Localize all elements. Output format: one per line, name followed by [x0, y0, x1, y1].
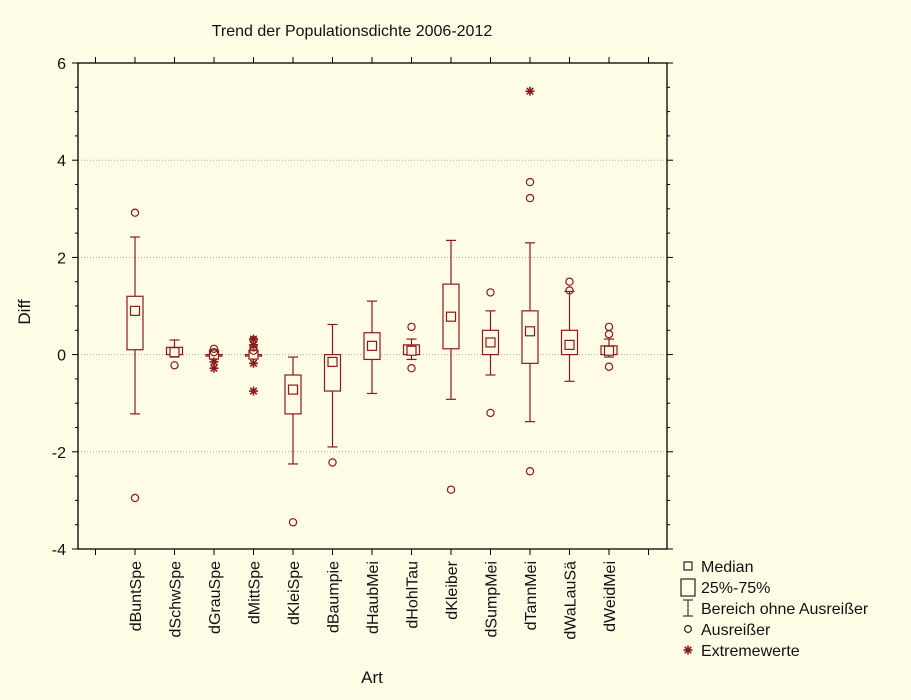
legend-label: Extremewerte — [701, 643, 800, 660]
outlier-point — [565, 286, 574, 295]
box-dBuntSpe — [126, 208, 144, 503]
legend-label: Median — [701, 559, 753, 576]
y-tick-label: -2 — [52, 445, 66, 462]
y-tick-label: 2 — [57, 250, 66, 267]
box-dHaubMei — [363, 300, 381, 395]
extreme-point — [249, 386, 258, 396]
box-dWaLauSä — [560, 277, 579, 382]
median-marker — [327, 356, 338, 367]
median-marker — [366, 340, 378, 351]
outlier-point — [209, 344, 219, 353]
legend-label: Bereich ohne Ausreißer — [701, 601, 869, 618]
legend-label: Ausreißer — [701, 622, 771, 639]
category-label: dMittSpe — [247, 561, 264, 624]
box-dKleiSpe — [284, 356, 302, 527]
category-label: dHohlTau — [405, 561, 422, 629]
legend-symbol-outlier — [684, 625, 692, 633]
category-label: dTannMei — [523, 561, 540, 630]
outlier-point — [525, 467, 535, 476]
box-dHohlTau — [402, 322, 421, 373]
outlier-point — [565, 277, 574, 286]
legend: Median 25%-75% Bereich ohne Ausreißer Ausre… — [680, 559, 869, 660]
legend-item: Median — [683, 559, 753, 576]
extreme-point — [249, 358, 258, 368]
legend-symbol-box — [680, 578, 696, 597]
outlier-point — [288, 518, 298, 527]
extreme-point — [249, 340, 258, 350]
legend-item: Ausreißer — [684, 622, 771, 639]
extreme-point — [209, 363, 219, 373]
category-label: dSchwSpe — [168, 561, 185, 638]
category-label: dSumpMei — [484, 561, 501, 637]
category-label: dHaubMei — [365, 561, 382, 634]
category-label: dKleiber — [444, 560, 461, 619]
legend-symbol-extreme — [683, 645, 693, 655]
median-marker — [406, 345, 417, 356]
legend-label: 25%-75% — [701, 580, 770, 597]
median-marker — [287, 384, 299, 395]
median-marker — [445, 311, 457, 322]
outlier-point — [130, 493, 140, 503]
outlier-point — [604, 362, 614, 371]
median-marker — [564, 339, 575, 350]
y-axis-label: Diff — [15, 299, 34, 324]
outlier-point — [486, 408, 495, 418]
plot-area: -4 -2 0 2 4 6 dBuntSpe dSchwSpe dGrauSpe dMittSpe… — [52, 56, 673, 640]
y-tick-label: 6 — [57, 56, 66, 73]
median-marker — [129, 305, 141, 316]
outlier-point — [407, 364, 416, 373]
x-axis-label: Art — [361, 668, 383, 687]
category-label: dGrauSpe — [207, 561, 224, 634]
box-dWeidMei — [600, 322, 618, 371]
category-label: dWeidMei — [602, 561, 619, 632]
median-marker — [603, 345, 615, 356]
median-marker — [485, 337, 496, 348]
y-tick-label: 0 — [57, 348, 66, 365]
extreme-point — [525, 86, 535, 96]
iqr-box — [126, 295, 144, 351]
category-label: dBaumpie — [326, 561, 343, 633]
box-dSumpMei — [481, 288, 500, 418]
box-dKleiber — [442, 239, 460, 494]
outlier-point — [446, 485, 456, 494]
outlier-point — [170, 361, 179, 370]
y-tick-label: 4 — [57, 153, 66, 170]
outlier-point — [486, 288, 495, 297]
legend-item: 25%-75% — [680, 578, 770, 597]
outlier-point — [407, 322, 416, 332]
legend-item: Extremewerte — [683, 643, 800, 660]
legend-item: Bereich ohne Ausreißer — [683, 599, 869, 618]
box-dBaumpie — [323, 323, 342, 467]
category-label: dKleiSpe — [286, 561, 303, 625]
median-marker — [524, 326, 536, 337]
outlier-point — [328, 458, 337, 467]
category-label: dBuntSpe — [128, 561, 145, 631]
box-dMittSpe — [244, 334, 263, 396]
median-marker — [169, 347, 180, 358]
category-label: dWaLauSä — [563, 561, 580, 640]
legend-symbol-median — [683, 561, 693, 571]
outlier-point — [604, 329, 614, 339]
outlier-point — [525, 193, 535, 203]
outlier-point — [130, 208, 140, 217]
chart-title: Trend der Populationsdichte 2006-2012 — [212, 23, 493, 40]
box-dSchwSpe — [165, 339, 184, 370]
box-dGrauSpe — [205, 344, 223, 373]
outlier-point — [525, 177, 535, 187]
box-dTannMei — [521, 86, 539, 476]
outlier-point — [604, 322, 614, 332]
y-tick-label: -4 — [52, 542, 66, 559]
outlier-point — [209, 347, 219, 357]
iqr-box — [521, 310, 539, 364]
